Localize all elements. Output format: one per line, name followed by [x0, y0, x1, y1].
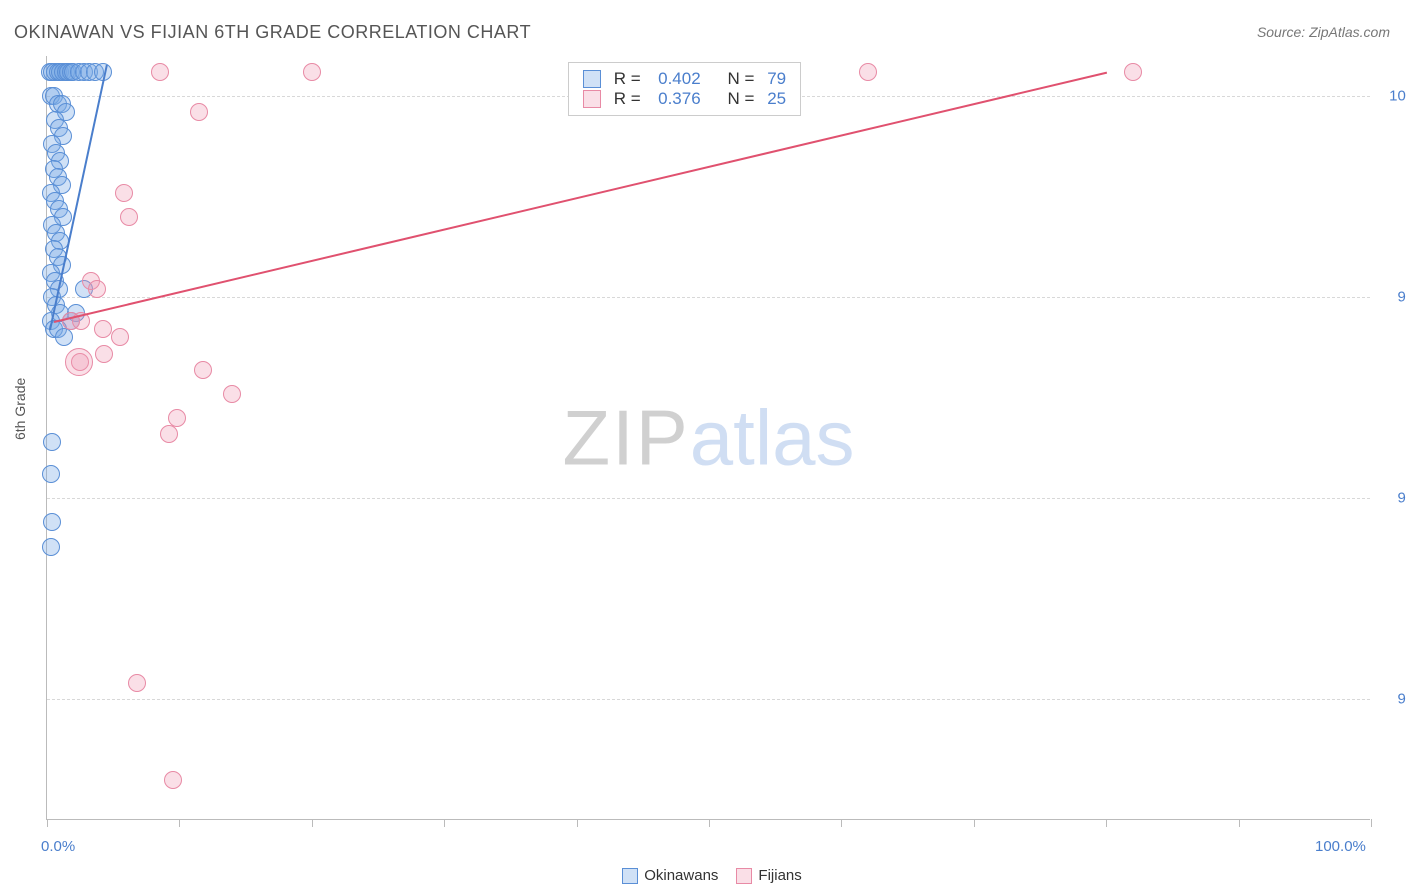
bottom-legend-swatch — [622, 868, 638, 884]
scatter-point — [94, 320, 112, 338]
legend-row: R = 0.376 N = 25 — [583, 89, 786, 109]
scatter-point — [43, 513, 61, 531]
legend-r-value: 0.402 — [658, 69, 701, 89]
gridline-h — [47, 297, 1370, 298]
gridline-h — [47, 498, 1370, 499]
scatter-point — [55, 328, 73, 346]
plot-area: ZIPatlas 92.5%95.0%97.5%100.0%0.0%100.0% — [46, 56, 1370, 820]
scatter-point — [223, 385, 241, 403]
x-tick — [444, 819, 445, 827]
legend-n-value: 25 — [767, 89, 786, 109]
legend-box: R = 0.402 N = 79 R = 0.376 N = 25 — [568, 62, 801, 116]
scatter-point — [128, 674, 146, 692]
legend-swatch — [583, 90, 601, 108]
legend-r-value: 0.376 — [658, 89, 701, 109]
y-tick-label: 97.5% — [1380, 289, 1406, 306]
scatter-point — [111, 328, 129, 346]
legend-r-label: R = — [609, 69, 650, 89]
gridline-h — [47, 699, 1370, 700]
y-axis-label: 6th Grade — [12, 378, 28, 440]
scatter-point — [43, 433, 61, 451]
scatter-point — [115, 184, 133, 202]
legend-n-value: 79 — [767, 69, 786, 89]
scatter-point — [303, 63, 321, 81]
x-tick — [1239, 819, 1240, 827]
x-tick-label: 100.0% — [1315, 838, 1366, 855]
legend-swatch — [583, 70, 601, 88]
source-credit: Source: ZipAtlas.com — [1257, 24, 1390, 40]
legend-r-label: R = — [609, 89, 650, 109]
x-tick — [1106, 819, 1107, 827]
y-tick-label: 95.0% — [1380, 490, 1406, 507]
y-tick-label: 100.0% — [1380, 88, 1406, 105]
chart-title: OKINAWAN VS FIJIAN 6TH GRADE CORRELATION… — [14, 22, 531, 43]
bottom-legend-label: Fijians — [758, 867, 801, 884]
x-tick — [974, 819, 975, 827]
scatter-point — [42, 465, 60, 483]
scatter-point — [42, 538, 60, 556]
x-tick — [577, 819, 578, 827]
watermark-bold: ZIP — [562, 393, 689, 481]
y-tick-label: 92.5% — [1380, 691, 1406, 708]
scatter-point — [859, 63, 877, 81]
scatter-point — [1124, 63, 1142, 81]
x-tick — [1371, 819, 1372, 827]
watermark: ZIPatlas — [562, 392, 854, 483]
legend-n-label: N = — [709, 89, 760, 109]
scatter-point — [164, 771, 182, 789]
bottom-legend: Okinawans Fijians — [0, 867, 1406, 884]
legend-n-label: N = — [709, 69, 760, 89]
bottom-legend-swatch — [736, 868, 752, 884]
scatter-point — [160, 425, 178, 443]
x-tick — [179, 819, 180, 827]
scatter-point — [65, 348, 93, 376]
x-tick — [841, 819, 842, 827]
x-tick — [47, 819, 48, 827]
watermark-light: atlas — [690, 393, 855, 481]
scatter-point — [95, 345, 113, 363]
scatter-point — [194, 361, 212, 379]
x-tick — [709, 819, 710, 827]
scatter-point — [151, 63, 169, 81]
legend-row: R = 0.402 N = 79 — [583, 69, 786, 89]
scatter-point — [120, 208, 138, 226]
x-tick — [312, 819, 313, 827]
scatter-point — [88, 280, 106, 298]
scatter-point — [190, 103, 208, 121]
x-tick-label: 0.0% — [41, 838, 75, 855]
bottom-legend-label: Okinawans — [644, 867, 718, 884]
